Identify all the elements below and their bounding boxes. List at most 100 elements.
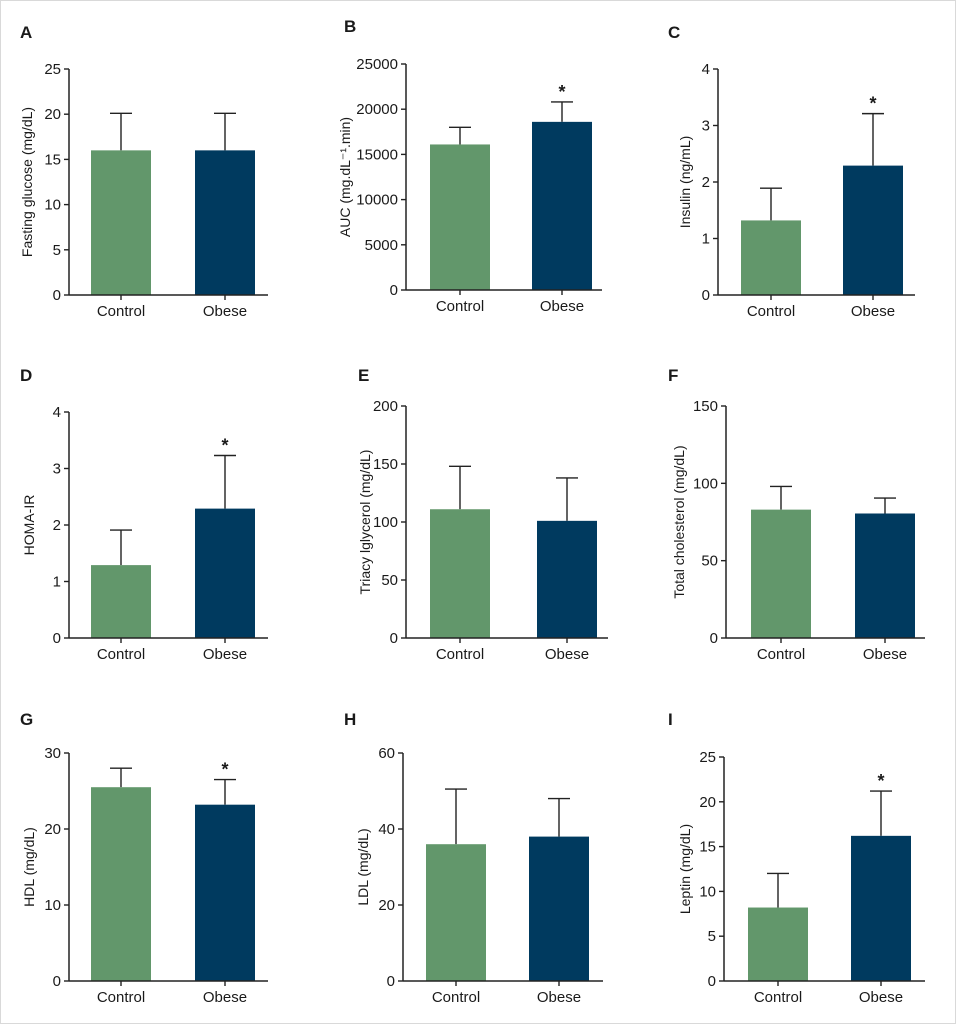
panel-g-y-tick-label: 20 xyxy=(44,821,61,838)
panel-g-obese-significance: * xyxy=(221,760,228,780)
panel-b-y-tick-label: 5000 xyxy=(365,237,398,254)
panel-c-y-axis-label: Insulin (ng/mL) xyxy=(677,136,693,229)
panel-b-x-tick-label: Obese xyxy=(540,298,584,315)
panel-d-y-tick-label: 0 xyxy=(53,630,61,647)
panel-i-x-tick-label: Obese xyxy=(859,989,903,1006)
panel-b-y-tick-label: 25000 xyxy=(356,56,398,73)
panel-h-letter: H xyxy=(344,710,356,729)
panel-f-y-tick-label: 50 xyxy=(701,553,718,570)
panel-g-letter: G xyxy=(20,710,33,729)
panel-e-obese-bar xyxy=(537,520,597,638)
panel-g-control-bar xyxy=(91,787,151,981)
panel-c-letter: C xyxy=(668,23,680,42)
panel-c-x-tick-label: Obese xyxy=(851,303,895,320)
panel-d-letter: D xyxy=(20,366,32,385)
panel-f-y-tick-label: 0 xyxy=(710,630,718,647)
panel-f-y-tick-label: 100 xyxy=(693,475,718,492)
panel-b-control-bar xyxy=(430,144,490,290)
panel-i-y-tick-label: 20 xyxy=(699,794,716,811)
panel-d-y-tick-label: 4 xyxy=(53,404,61,421)
panel-d-y-tick-label: 3 xyxy=(53,461,61,478)
panel-d-control-bar xyxy=(91,565,151,638)
panel-c-obese-bar xyxy=(843,165,903,295)
panel-h-y-axis-label: LDL (mg/dL) xyxy=(355,828,371,905)
panel-h-obese-bar xyxy=(529,836,589,981)
panel-g-obese-bar xyxy=(195,804,255,981)
panel-c-y-tick-label: 2 xyxy=(702,174,710,191)
panel-i-control-bar xyxy=(748,907,808,981)
panel-g-y-tick-label: 0 xyxy=(53,973,61,990)
panel-h-control-bar xyxy=(426,844,486,981)
panel-a-y-tick-label: 5 xyxy=(53,242,61,259)
panel-c-y-tick-label: 4 xyxy=(702,61,710,78)
panel-b-y-axis-label: AUC (mg.dL⁻¹.min) xyxy=(337,117,353,237)
panel-i-y-tick-label: 15 xyxy=(699,839,716,856)
panel-a-y-tick-label: 25 xyxy=(44,61,61,78)
panel-e-y-tick-label: 200 xyxy=(373,398,398,415)
panel-f-y-tick-label: 150 xyxy=(693,398,718,415)
panel-e-x-tick-label: Control xyxy=(436,646,484,663)
panel-h-x-tick-label: Control xyxy=(432,989,480,1006)
panel-e-control-bar xyxy=(430,509,490,638)
panel-f-y-axis-label: Total cholesterol (mg/dL) xyxy=(671,445,687,598)
panel-i-y-tick-label: 10 xyxy=(699,883,716,900)
panel-c-y-tick-label: 0 xyxy=(702,287,710,304)
panel-d-y-tick-label: 2 xyxy=(53,517,61,534)
panel-h-y-tick-label: 20 xyxy=(378,897,395,914)
panel-e-y-tick-label: 50 xyxy=(381,572,398,589)
panel-d-y-tick-label: 1 xyxy=(53,574,61,591)
panel-b-obese-bar xyxy=(532,121,592,290)
panel-a-y-tick-label: 20 xyxy=(44,106,61,123)
panel-f-obese-bar xyxy=(855,513,915,638)
panel-h-y-tick-label: 40 xyxy=(378,821,395,838)
panel-d-y-axis-label: HOMA-IR xyxy=(21,495,37,556)
panel-f-control-bar xyxy=(751,509,811,638)
panel-i-y-tick-label: 25 xyxy=(699,749,716,766)
panel-a-x-tick-label: Control xyxy=(97,303,145,320)
panel-b-y-tick-label: 0 xyxy=(390,282,398,299)
panel-b-y-tick-label: 10000 xyxy=(356,192,398,209)
panel-g-y-tick-label: 10 xyxy=(44,897,61,914)
panel-b-obese-significance: * xyxy=(558,82,565,102)
panel-c-y-tick-label: 3 xyxy=(702,118,710,135)
panel-a-y-axis-label: Fasting glucose (mg/dL) xyxy=(19,107,35,257)
panel-b-y-tick-label: 15000 xyxy=(356,146,398,163)
panel-a-control-bar xyxy=(91,150,151,295)
panel-f-letter: F xyxy=(668,366,678,385)
panel-b-y-tick-label: 20000 xyxy=(356,101,398,118)
panel-i-y-axis-label: Leptin (mg/dL) xyxy=(677,824,693,914)
panel-g-x-tick-label: Control xyxy=(97,989,145,1006)
panel-i-y-tick-label: 0 xyxy=(708,973,716,990)
panel-d-obese-significance: * xyxy=(221,436,228,456)
panel-a-y-tick-label: 0 xyxy=(53,287,61,304)
panel-i-letter: I xyxy=(668,710,673,729)
panel-b-x-tick-label: Control xyxy=(436,298,484,315)
panel-h-y-tick-label: 60 xyxy=(378,745,395,762)
panel-h-y-tick-label: 0 xyxy=(387,973,395,990)
panel-i-x-tick-label: Control xyxy=(754,989,802,1006)
panel-f-x-tick-label: Obese xyxy=(863,646,907,663)
panel-g-y-tick-label: 30 xyxy=(44,745,61,762)
panel-i-y-tick-label: 5 xyxy=(708,928,716,945)
panel-a-y-tick-label: 10 xyxy=(44,197,61,214)
panel-c-obese-significance: * xyxy=(869,94,876,114)
panel-e-letter: E xyxy=(358,366,369,385)
panel-a-y-tick-label: 15 xyxy=(44,151,61,168)
panel-e-y-tick-label: 150 xyxy=(373,456,398,473)
panel-h-x-tick-label: Obese xyxy=(537,989,581,1006)
panel-a-x-tick-label: Obese xyxy=(203,303,247,320)
panel-a-obese-bar xyxy=(195,150,255,295)
panel-b-letter: B xyxy=(344,17,356,36)
panel-c-y-tick-label: 1 xyxy=(702,231,710,248)
panel-g-y-axis-label: HDL (mg/dL) xyxy=(21,827,37,907)
panel-c-control-bar xyxy=(741,220,801,295)
panel-d-x-tick-label: Control xyxy=(97,646,145,663)
panel-d-x-tick-label: Obese xyxy=(203,646,247,663)
panel-a-letter: A xyxy=(20,23,32,42)
panel-e-y-tick-label: 0 xyxy=(390,630,398,647)
panel-i-obese-significance: * xyxy=(877,771,884,791)
panel-e-x-tick-label: Obese xyxy=(545,646,589,663)
panel-g-x-tick-label: Obese xyxy=(203,989,247,1006)
panel-i-obese-bar xyxy=(851,835,911,981)
